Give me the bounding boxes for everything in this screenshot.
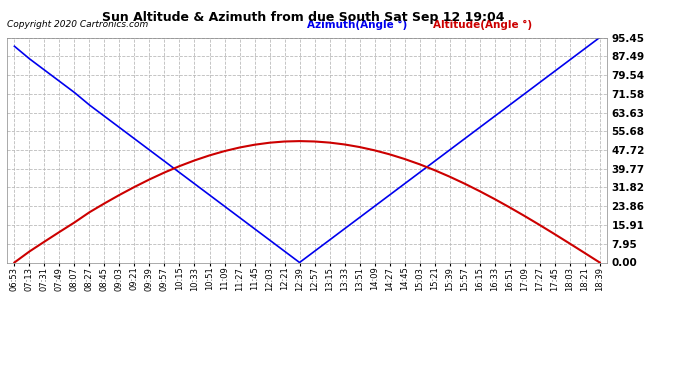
Text: Copyright 2020 Cartronics.com: Copyright 2020 Cartronics.com	[7, 20, 148, 28]
Text: Altitude(Angle °): Altitude(Angle °)	[433, 20, 532, 30]
Text: Sun Altitude & Azimuth from due South Sat Sep 12 19:04: Sun Altitude & Azimuth from due South Sa…	[102, 11, 505, 24]
Text: Azimuth(Angle °): Azimuth(Angle °)	[307, 20, 407, 30]
